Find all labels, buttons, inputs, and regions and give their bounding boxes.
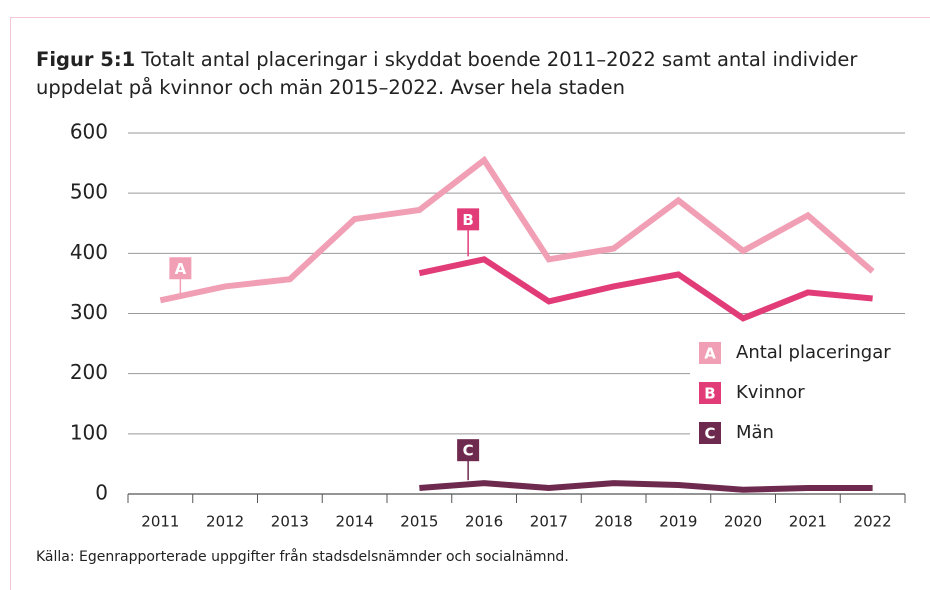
frame: [10, 17, 930, 590]
x-tick-label: 2014: [336, 513, 374, 531]
y-tick-label: 300: [70, 300, 108, 324]
legend-label: Antal placeringar: [736, 342, 891, 363]
series-line: [418, 256, 873, 322]
x-tick-label: 2016: [465, 513, 503, 531]
title-text: Totalt antal placeringar i skyddat boend…: [36, 48, 858, 99]
x-tick-label: 2015: [400, 513, 438, 531]
x-tick-label: 2021: [789, 513, 827, 531]
series-label-text: A: [175, 260, 187, 278]
x-tick-label: 2013: [271, 513, 309, 531]
series-label-box: [457, 208, 480, 231]
y-tick-label: 200: [70, 360, 108, 384]
title-label: Figur 5:1: [36, 48, 136, 71]
x-tick-label: 2020: [724, 513, 762, 531]
y-tick-label: 600: [70, 120, 108, 144]
y-tick-label: 0: [95, 481, 108, 505]
x-tick-label: 2019: [659, 513, 697, 531]
y-tick-label: 500: [70, 180, 108, 204]
series-line: [159, 155, 875, 304]
y-tick-label: 100: [70, 420, 108, 444]
legend-background: [690, 335, 920, 453]
y-tick-label: 400: [70, 240, 108, 264]
legend-marker-text: A: [704, 345, 716, 363]
source-note: Källa: Egenrapporterade uppgifter från s…: [36, 549, 569, 565]
x-tick-label: 2012: [206, 513, 244, 531]
legend-label: Kvinnor: [736, 382, 805, 403]
series-label-box: [457, 439, 480, 462]
series-label-box: [169, 257, 192, 280]
x-tick-label: 2018: [595, 513, 633, 531]
legend-marker-text: C: [704, 425, 715, 443]
chart-title: Figur 5:1 Totalt antal placeringar i sky…: [36, 46, 876, 102]
legend-box: [699, 422, 721, 444]
legend-label: Män: [736, 422, 774, 443]
x-tick-label: 2011: [141, 513, 179, 531]
series-line: [419, 480, 873, 493]
series-label-text: C: [463, 442, 474, 460]
legend-marker-text: B: [704, 385, 715, 403]
x-tick-label: 2017: [530, 513, 568, 531]
legend-box: [699, 342, 721, 364]
legend-box: [699, 382, 721, 404]
series-label-text: B: [462, 211, 473, 229]
x-tick-label: 2022: [854, 513, 892, 531]
